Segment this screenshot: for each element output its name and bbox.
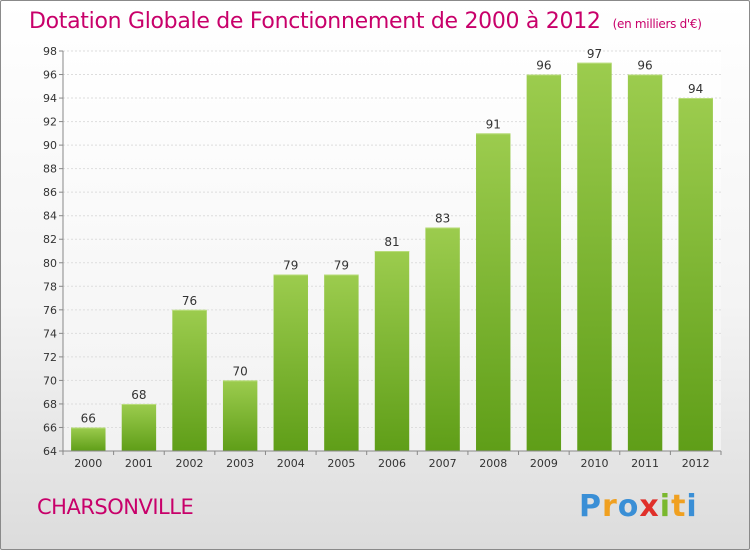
bar <box>172 309 207 451</box>
y-tick-label: 64 <box>43 445 57 458</box>
y-tick-label: 98 <box>43 45 57 58</box>
bar <box>222 380 258 451</box>
data-label: 66 <box>81 411 96 425</box>
y-tick-label: 72 <box>43 351 57 364</box>
y-tick-label: 96 <box>43 69 57 82</box>
bar <box>627 74 663 451</box>
x-tick-label: 2011 <box>631 457 659 470</box>
x-tick-label: 2008 <box>479 457 507 470</box>
bar <box>476 133 511 451</box>
bar <box>374 251 410 451</box>
bar <box>71 427 106 451</box>
x-tick-label: 2002 <box>176 457 204 470</box>
bar <box>678 98 713 451</box>
y-tick-label: 88 <box>43 163 57 176</box>
data-label: 81 <box>384 235 399 249</box>
y-axis: 64 66 68 70 72 74 76 78 80 82 84 86 88 90 92 94 96 98 <box>43 45 64 458</box>
data-label: 91 <box>486 117 501 131</box>
data-label: 76 <box>182 294 197 308</box>
x-tick-label: 2004 <box>277 457 305 470</box>
y-tick-label: 80 <box>43 257 57 270</box>
logo-letter: o <box>617 489 640 524</box>
y-tick-label: 82 <box>43 233 57 246</box>
y-tick-label: 76 <box>43 304 57 317</box>
bars <box>71 62 713 451</box>
x-tick-label: 2001 <box>125 457 153 470</box>
data-label: 79 <box>334 259 349 273</box>
logo-letter: x <box>639 489 660 524</box>
bar <box>273 274 308 451</box>
x-tick-label: 2000 <box>74 457 102 470</box>
y-tick-label: 92 <box>43 116 57 129</box>
x-tick-label: 2010 <box>580 457 608 470</box>
logo-letter: r <box>602 489 618 524</box>
y-tick-label: 90 <box>43 139 57 152</box>
x-tick-label: 2003 <box>226 457 254 470</box>
data-label: 68 <box>131 388 146 402</box>
y-tick-label: 74 <box>43 327 57 340</box>
data-label: 70 <box>233 364 248 378</box>
bar <box>425 227 460 451</box>
y-tick-label: 86 <box>43 186 57 199</box>
y-tick-label: 68 <box>43 398 57 411</box>
x-tick-label: 2012 <box>682 457 710 470</box>
logo-letter: P <box>579 489 602 524</box>
x-tick-label: 2009 <box>530 457 558 470</box>
proxiti-logo: Proxiti <box>579 489 698 524</box>
x-tick-label: 2006 <box>378 457 406 470</box>
x-tick-label: 2005 <box>327 457 355 470</box>
data-label: 83 <box>435 211 450 225</box>
chart-subtitle: (en milliers d'€) <box>612 17 702 31</box>
data-label: 79 <box>283 259 298 273</box>
y-tick-label: 94 <box>43 92 57 105</box>
bar <box>526 74 562 451</box>
y-tick-label: 78 <box>43 280 57 293</box>
y-tick-label: 70 <box>43 374 57 387</box>
logo-letter: i <box>686 489 698 524</box>
data-label: 96 <box>536 59 551 73</box>
x-tick-label: 2007 <box>429 457 457 470</box>
x-axis: 2000 2001 2002 2003 2004 2005 2006 2007 2008 2009… <box>62 450 722 470</box>
commune-name: CHARSONVILLE <box>37 495 194 519</box>
bar <box>324 274 359 451</box>
bar <box>577 62 612 451</box>
chart-title-text: Dotation Globale de Fonctionnement de 20… <box>29 9 601 34</box>
y-tick-label: 84 <box>43 210 57 223</box>
bar <box>121 403 157 451</box>
data-label: 96 <box>637 59 652 73</box>
data-label: 94 <box>688 82 703 96</box>
y-tick-label: 66 <box>43 421 57 434</box>
logo-letter: t <box>671 489 687 524</box>
logo-letter: i <box>659 489 672 524</box>
chart-title: Dotation Globale de Fonctionnement de 20… <box>29 9 702 34</box>
data-labels: 66 68 76 70 79 79 81 83 91 96 97 96 94 <box>81 47 704 426</box>
data-label: 97 <box>587 47 602 61</box>
